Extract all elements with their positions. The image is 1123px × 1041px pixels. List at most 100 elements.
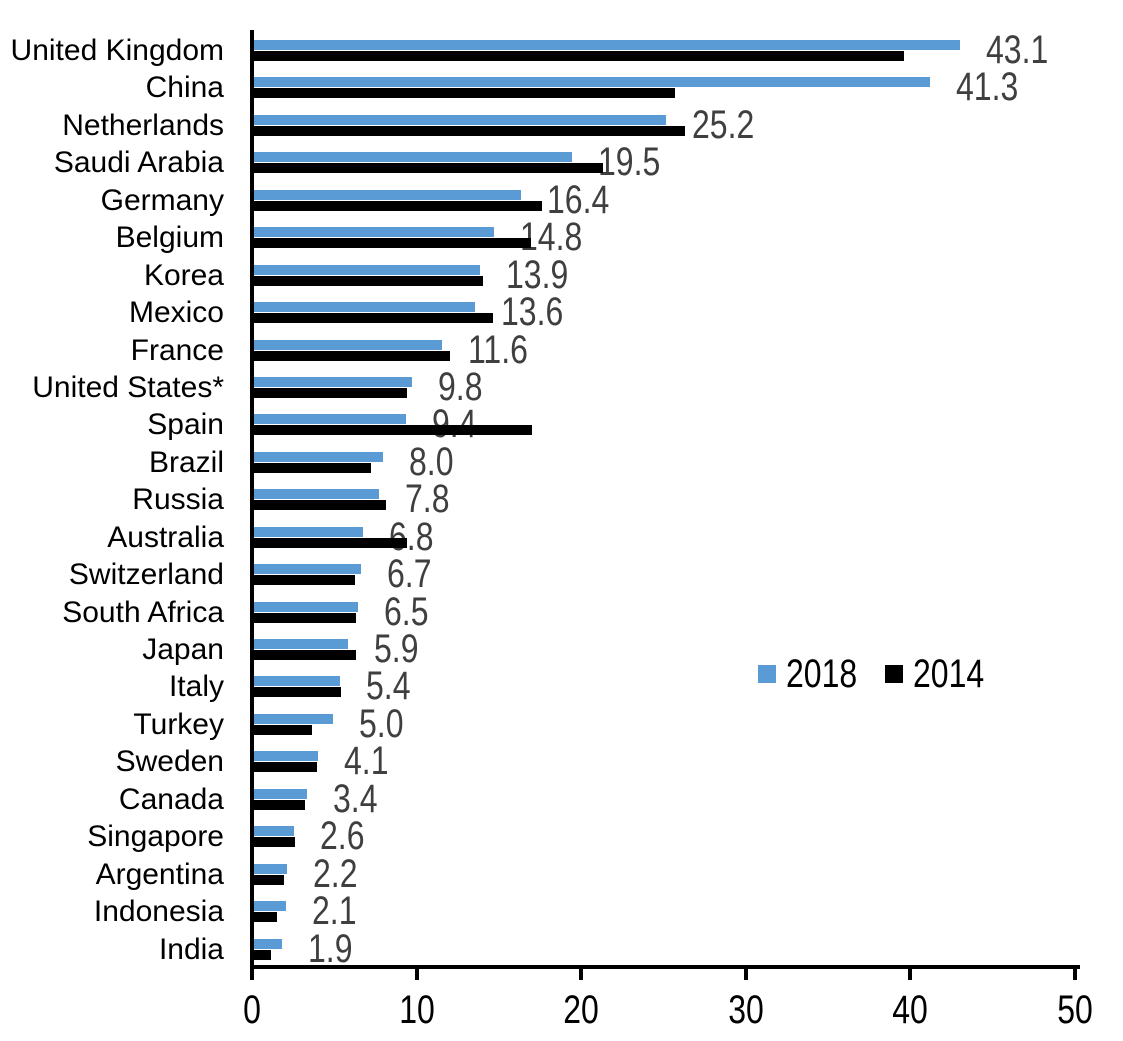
value-label: 43.1 <box>985 28 1049 72</box>
category-label: South Africa <box>62 595 224 629</box>
legend-label-2014: 2014 <box>912 652 985 696</box>
category-label: Sweden <box>115 745 224 779</box>
value-label: 6.5 <box>383 589 429 634</box>
chart-row: South Africa 6.5 <box>0 589 1123 634</box>
chart-row: Switzerland 6.7 <box>0 552 1123 597</box>
bar-2014 <box>251 313 493 324</box>
bar-2018 <box>251 152 572 163</box>
bar-2018 <box>251 938 283 949</box>
bar-2018 <box>251 77 931 88</box>
legend-label-2018: 2018 <box>786 652 858 696</box>
value-label: 6.7 <box>387 552 432 597</box>
bar-2018 <box>251 376 413 387</box>
x-tick-mark <box>1072 969 1077 980</box>
x-tick-label: 50 <box>1056 988 1093 1032</box>
value-label: 41.3 <box>956 65 1019 110</box>
x-tick-mark <box>250 969 254 980</box>
bar-2018 <box>251 713 334 724</box>
bar-2018 <box>251 339 442 350</box>
value-label: 2.2 <box>313 851 358 896</box>
bar-2014 <box>251 387 408 398</box>
value-label: 4.1 <box>344 739 389 784</box>
value-label: 9.4 <box>431 402 477 447</box>
x-axis-line <box>250 965 1080 969</box>
bar-2014 <box>251 238 531 249</box>
value-label: 5.4 <box>365 664 411 709</box>
category-label: Turkey <box>133 707 224 741</box>
x-tick-label: 40 <box>892 988 928 1032</box>
x-tick-label: 0 <box>243 988 261 1032</box>
bar-2018 <box>251 863 288 874</box>
value-label: 25.2 <box>691 102 754 147</box>
category-label: Saudi Arabia <box>53 146 224 180</box>
bar-2018 <box>251 564 362 575</box>
bar-2014 <box>251 612 357 623</box>
value-label: 11.6 <box>467 327 528 372</box>
bar-2014 <box>251 687 342 698</box>
category-label: Switzerland <box>68 558 224 592</box>
legend: 2018 2014 <box>758 654 1002 694</box>
bar-2014 <box>251 537 408 548</box>
bar-2018 <box>251 639 349 650</box>
chart-row: United States* 9.8 <box>0 367 1123 407</box>
category-label: United States* <box>32 370 224 404</box>
bar-2014 <box>251 425 533 436</box>
chart-row: Korea 13.9 <box>0 254 1123 294</box>
chart-row: Germany 16.4 <box>0 180 1123 220</box>
bar-2014 <box>251 724 312 735</box>
chart-row: Brazil 8.0 <box>0 439 1123 484</box>
category-label: China <box>145 71 224 105</box>
bar-2018 <box>251 676 340 687</box>
value-label: 14.8 <box>520 215 583 260</box>
bar-2018 <box>251 451 383 462</box>
chart-row: Canada 3.4 <box>0 776 1123 821</box>
value-label: 2.1 <box>311 889 357 934</box>
bar-2014 <box>251 874 284 885</box>
bar-2018 <box>251 901 286 912</box>
bar-2014 <box>251 837 296 848</box>
category-label: Italy <box>168 670 224 704</box>
bar-2014 <box>251 575 355 586</box>
category-label: Korea <box>143 258 224 292</box>
category-label: Canada <box>118 782 224 816</box>
bar-2014 <box>251 200 543 211</box>
category-label: France <box>130 333 224 367</box>
legend-swatch-2018 <box>758 665 776 683</box>
value-label: 8.0 <box>408 439 454 484</box>
y-axis-line <box>250 30 254 969</box>
value-label: 19.5 <box>597 140 661 185</box>
value-label: 2.6 <box>319 814 365 859</box>
category-label: India <box>158 932 224 966</box>
bar-2014 <box>251 163 604 174</box>
category-label: Argentina <box>95 857 224 891</box>
value-label: 5.0 <box>359 701 404 746</box>
bar-2014 <box>251 799 306 810</box>
bar-2018 <box>251 40 960 50</box>
value-label: 3.4 <box>332 776 378 821</box>
chart-row: Australia 6.8 <box>0 516 1123 556</box>
chart-row: Turkey 5.0 <box>0 701 1123 746</box>
bar-2018 <box>251 751 319 762</box>
x-tick-mark <box>743 969 748 980</box>
category-label: Belgium <box>115 221 224 255</box>
chart-row: Saudi Arabia 19.5 <box>0 140 1123 185</box>
chart-row: Japan 5.9 <box>0 627 1123 672</box>
bar-2018 <box>251 264 480 275</box>
x-tick-mark <box>579 969 583 980</box>
category-label: Germany <box>100 183 224 217</box>
category-label: Japan <box>142 633 224 667</box>
chart-row: Sweden 4.1 <box>0 739 1123 784</box>
bar-2014 <box>251 275 483 286</box>
bar-2014 <box>251 912 278 923</box>
category-label: Russia <box>132 483 224 517</box>
value-label: 13.6 <box>500 290 564 335</box>
bar-2018 <box>251 414 406 425</box>
bar-2018 <box>251 114 666 125</box>
bar-2018 <box>251 489 380 500</box>
value-label: 5.9 <box>374 627 419 672</box>
category-label: Mexico <box>128 296 224 330</box>
bar-2018 <box>251 302 475 313</box>
category-label: United Kingdom <box>10 34 224 67</box>
bar-2014 <box>251 650 357 661</box>
